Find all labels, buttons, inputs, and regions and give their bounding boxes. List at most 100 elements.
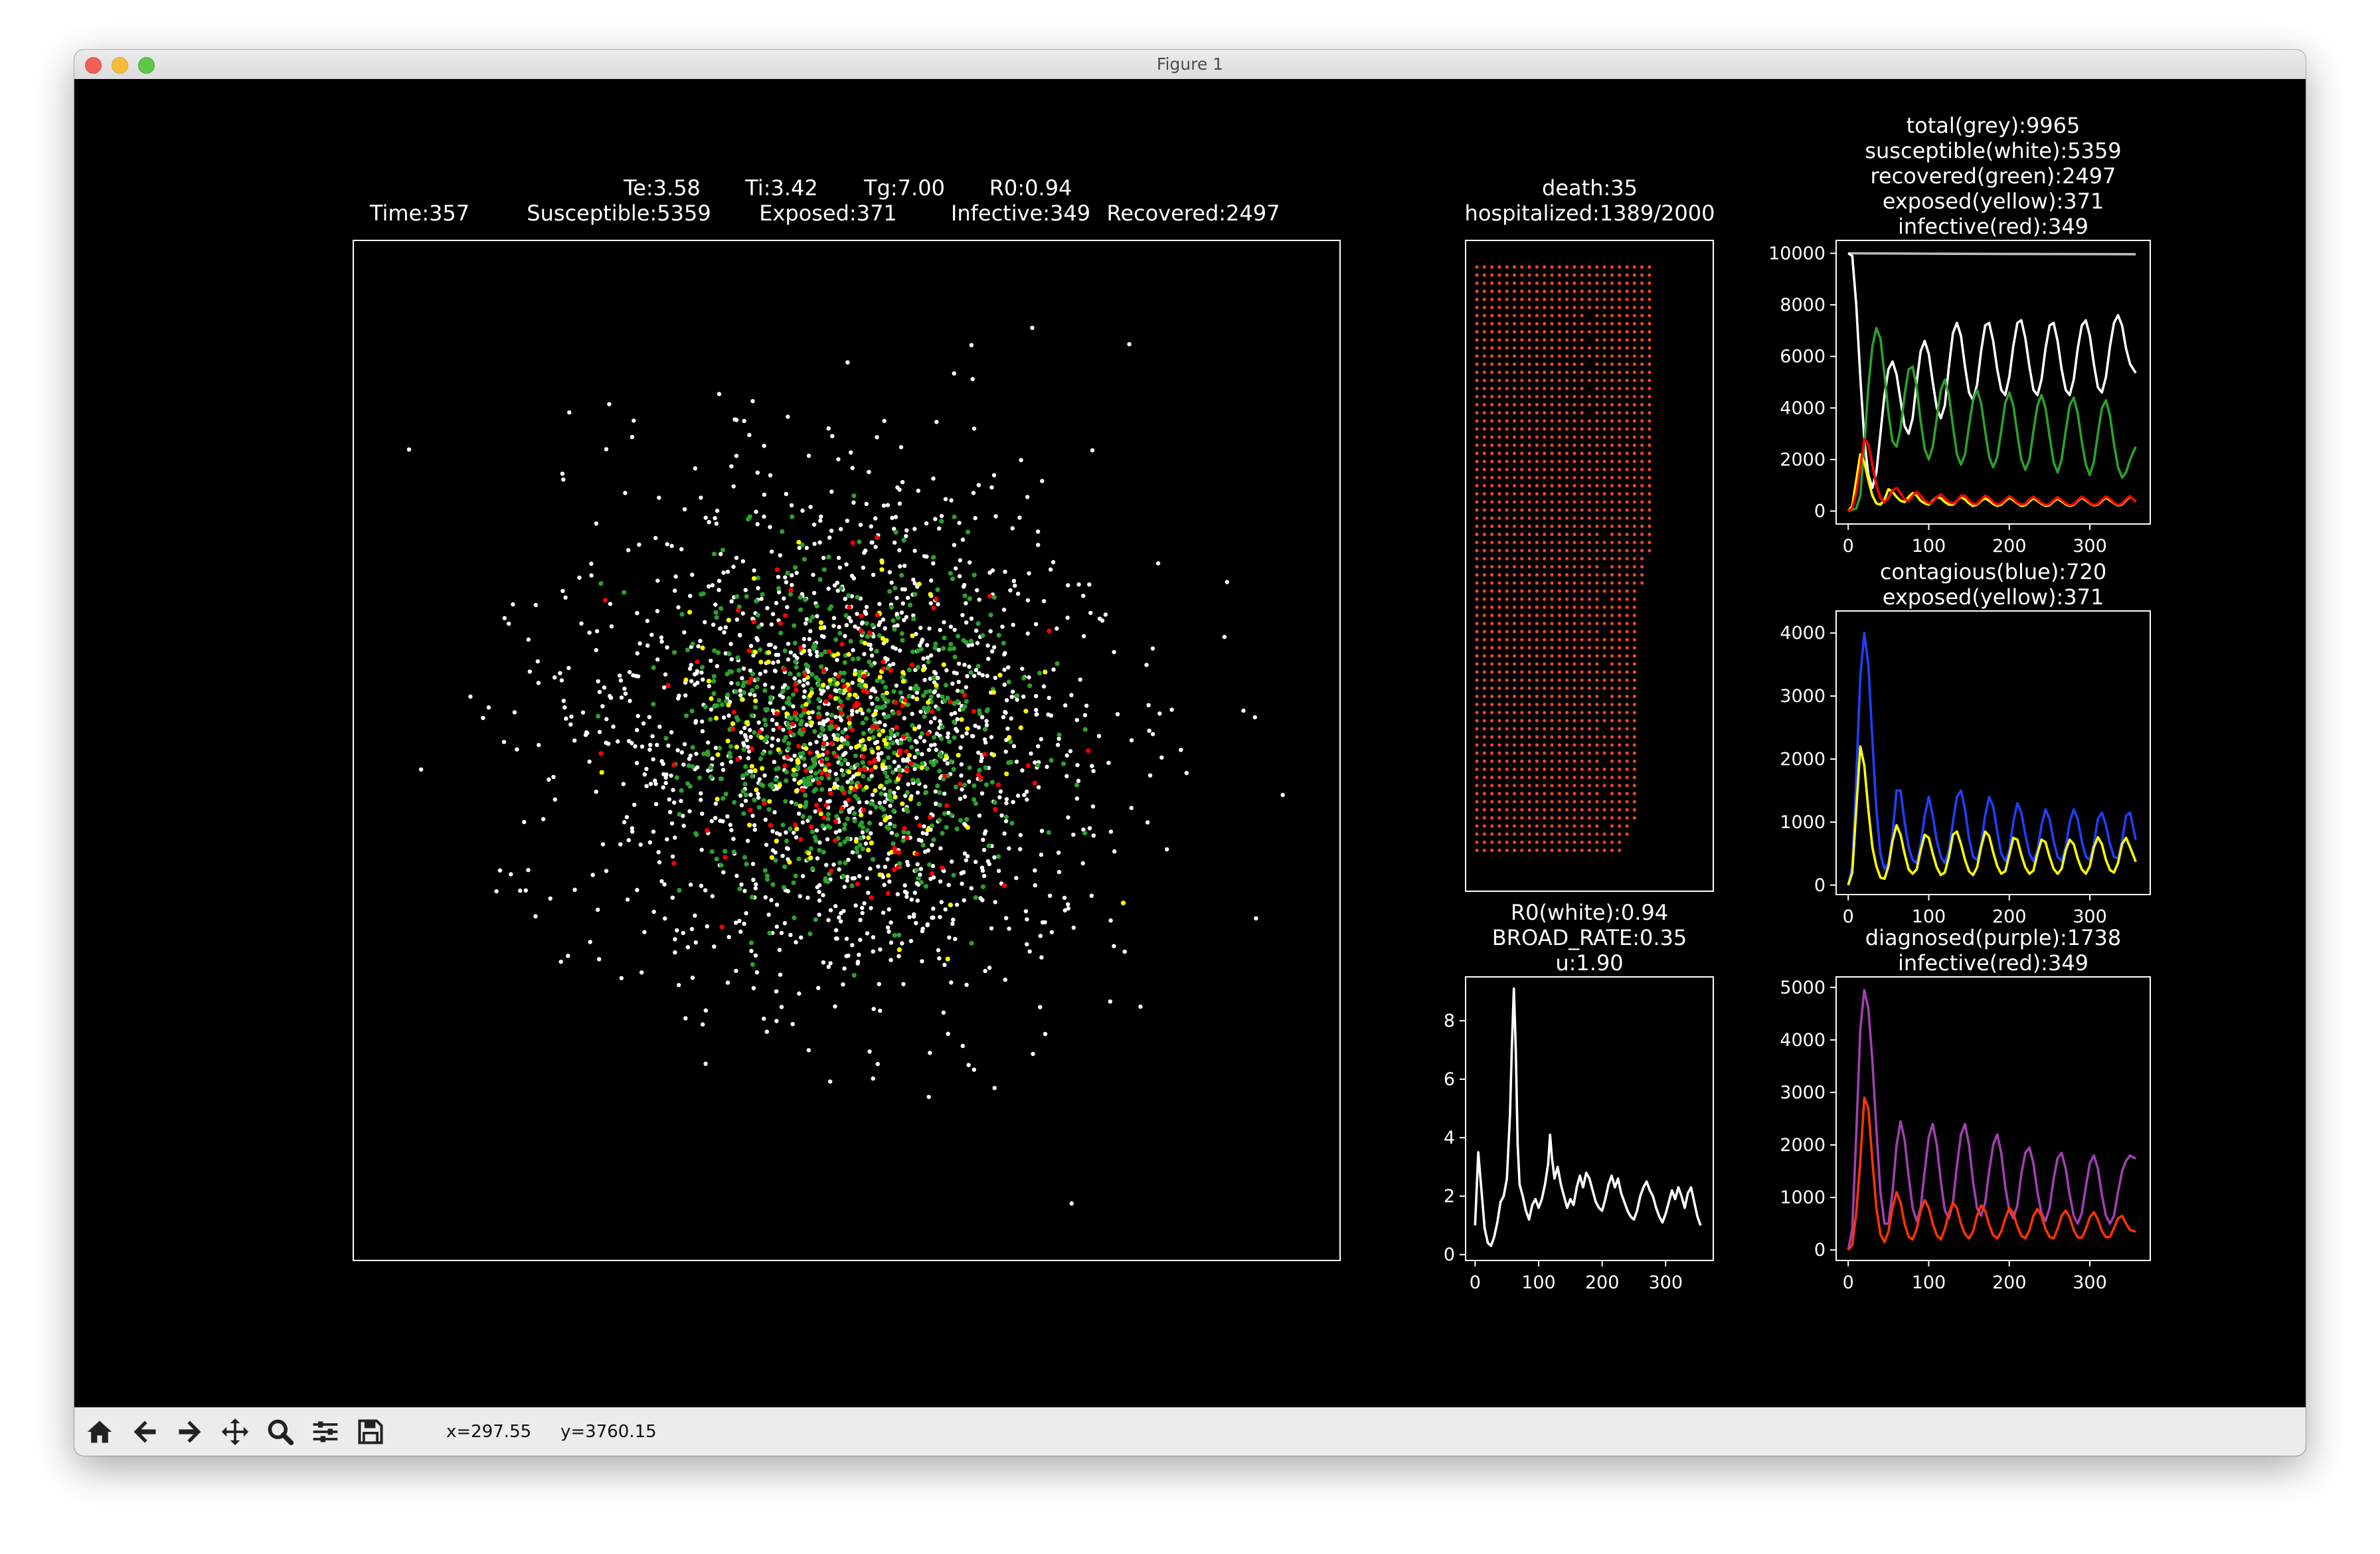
scatter-point-susceptible bbox=[638, 641, 642, 646]
hospital-bed-point bbox=[1610, 824, 1614, 828]
scatter-point-susceptible bbox=[913, 667, 918, 673]
scatter-point-infective bbox=[865, 689, 870, 695]
scatter-point-susceptible bbox=[754, 882, 758, 887]
hospital-bed-point bbox=[1610, 516, 1614, 520]
hospital-bed-point bbox=[1580, 281, 1584, 285]
hospital-bed-point bbox=[1497, 792, 1501, 796]
scatter-point-infective bbox=[944, 803, 950, 808]
title-bar[interactable]: Figure 1 bbox=[74, 50, 2306, 80]
hospital-bed-point bbox=[1557, 776, 1561, 780]
hospital-bed-point bbox=[1482, 816, 1486, 820]
scatter-point-susceptible bbox=[959, 773, 964, 778]
scatter-point-susceptible bbox=[974, 859, 978, 865]
scatter-point-susceptible bbox=[1157, 711, 1162, 716]
hospital-bed-point bbox=[1625, 379, 1629, 383]
scatter-point-susceptible bbox=[946, 731, 951, 736]
scatter-point-recovered bbox=[964, 699, 969, 704]
hospital-bed-point bbox=[1482, 630, 1486, 634]
scatter-point-recovered bbox=[887, 794, 892, 799]
hospital-bed-point bbox=[1527, 460, 1531, 464]
scatter-point-recovered bbox=[973, 895, 978, 901]
scatter-point-susceptible bbox=[1034, 707, 1039, 713]
scatter-point-exposed bbox=[740, 697, 745, 702]
hospital-bed-point bbox=[1640, 524, 1644, 529]
hospital-bed-point bbox=[1505, 290, 1509, 294]
maximize-window-button[interactable] bbox=[138, 57, 155, 74]
scatter-point-recovered bbox=[720, 547, 726, 553]
hospital-bed-point bbox=[1625, 354, 1629, 358]
scatter-point-susceptible bbox=[790, 1021, 795, 1027]
scatter-point-susceptible bbox=[750, 398, 755, 404]
scatter-point-susceptible bbox=[845, 875, 850, 879]
hospital-bed-point bbox=[1505, 452, 1509, 456]
scatter-point-susceptible bbox=[914, 816, 919, 820]
hospital-bed-point bbox=[1640, 573, 1644, 577]
hospital-bed-point bbox=[1475, 646, 1479, 650]
scatter-point-recovered bbox=[860, 721, 865, 726]
hospital-bed-point bbox=[1557, 330, 1561, 334]
scatter-point-recovered bbox=[948, 642, 954, 647]
scatter-point-recovered bbox=[810, 866, 815, 871]
scatter-point-susceptible bbox=[751, 986, 756, 991]
hospital-bed-point bbox=[1632, 305, 1636, 309]
forward-button[interactable] bbox=[170, 1412, 210, 1452]
scatter-point-recovered bbox=[962, 593, 968, 598]
hospital-bed-point bbox=[1587, 654, 1592, 658]
scatter-point-susceptible bbox=[938, 628, 942, 632]
hospital-bed-point bbox=[1632, 452, 1636, 456]
hospital-bed-point bbox=[1602, 435, 1606, 439]
figure-canvas[interactable]: Te:3.58 Ti:3.42 Tg:7.00 R0:0.94 Time:357… bbox=[74, 79, 2306, 1407]
save-button[interactable] bbox=[351, 1412, 390, 1452]
hospital-bed-point bbox=[1512, 305, 1517, 309]
scatter-point-infective bbox=[849, 727, 855, 733]
back-button[interactable] bbox=[125, 1412, 165, 1452]
population-lines-title-line: susceptible(white):5359 bbox=[1865, 138, 2121, 163]
scatter-point-susceptible bbox=[791, 830, 796, 835]
hospital-bed-point bbox=[1648, 443, 1652, 448]
hospital-bed-point bbox=[1490, 597, 1494, 601]
hospital-bed-point bbox=[1557, 832, 1561, 836]
scatter-point-susceptible bbox=[977, 814, 982, 818]
configure-subplots-button[interactable] bbox=[305, 1412, 345, 1452]
scatter-point-recovered bbox=[980, 884, 985, 889]
hospital-bed-point bbox=[1512, 402, 1517, 406]
scatter-point-susceptible bbox=[1115, 712, 1120, 717]
hospital-bed-point bbox=[1587, 557, 1592, 561]
hospital-bed-point bbox=[1527, 298, 1531, 302]
scatter-point-recovered bbox=[969, 940, 974, 946]
hospital-bed-point bbox=[1475, 824, 1479, 828]
scatter-point-infective bbox=[749, 746, 754, 752]
scatter-point-exposed bbox=[869, 840, 874, 845]
home-button[interactable] bbox=[80, 1412, 120, 1452]
hospital-bed-point bbox=[1602, 581, 1606, 585]
hospital-bed-point bbox=[1610, 557, 1614, 561]
zoom-button[interactable] bbox=[260, 1412, 300, 1452]
scatter-point-recovered bbox=[809, 687, 814, 692]
pan-button[interactable] bbox=[215, 1412, 255, 1452]
hospital-bed-point bbox=[1550, 452, 1554, 456]
hospital-bed-point bbox=[1550, 379, 1554, 383]
scatter-point-recovered bbox=[859, 820, 865, 825]
scatter-point-susceptible bbox=[841, 982, 845, 987]
hospital-bed-point bbox=[1618, 265, 1622, 269]
save-icon bbox=[358, 1419, 383, 1444]
scatter-point-infective bbox=[971, 709, 976, 714]
scatter-point-recovered bbox=[742, 855, 748, 860]
hospital-bed-point bbox=[1482, 759, 1486, 763]
hospital-bed-point bbox=[1557, 557, 1561, 561]
scatter-point-susceptible bbox=[535, 659, 540, 664]
scatter-point-susceptible bbox=[922, 738, 927, 744]
hospital-bed-point bbox=[1475, 468, 1479, 472]
scatter-point-recovered bbox=[941, 646, 946, 651]
scatter-point-susceptible bbox=[979, 758, 983, 764]
scatter-point-recovered bbox=[752, 705, 758, 710]
hospital-bed-point bbox=[1505, 816, 1509, 820]
close-window-button[interactable] bbox=[85, 57, 102, 74]
minimize-window-button[interactable] bbox=[112, 57, 128, 74]
scatter-point-susceptible bbox=[839, 527, 843, 531]
scatter-point-susceptible bbox=[1090, 764, 1094, 768]
scatter-point-susceptible bbox=[541, 817, 546, 821]
scatter-point-recovered bbox=[735, 681, 740, 687]
hospital-bed-point bbox=[1610, 541, 1614, 545]
hospital-bed-point bbox=[1632, 354, 1636, 358]
